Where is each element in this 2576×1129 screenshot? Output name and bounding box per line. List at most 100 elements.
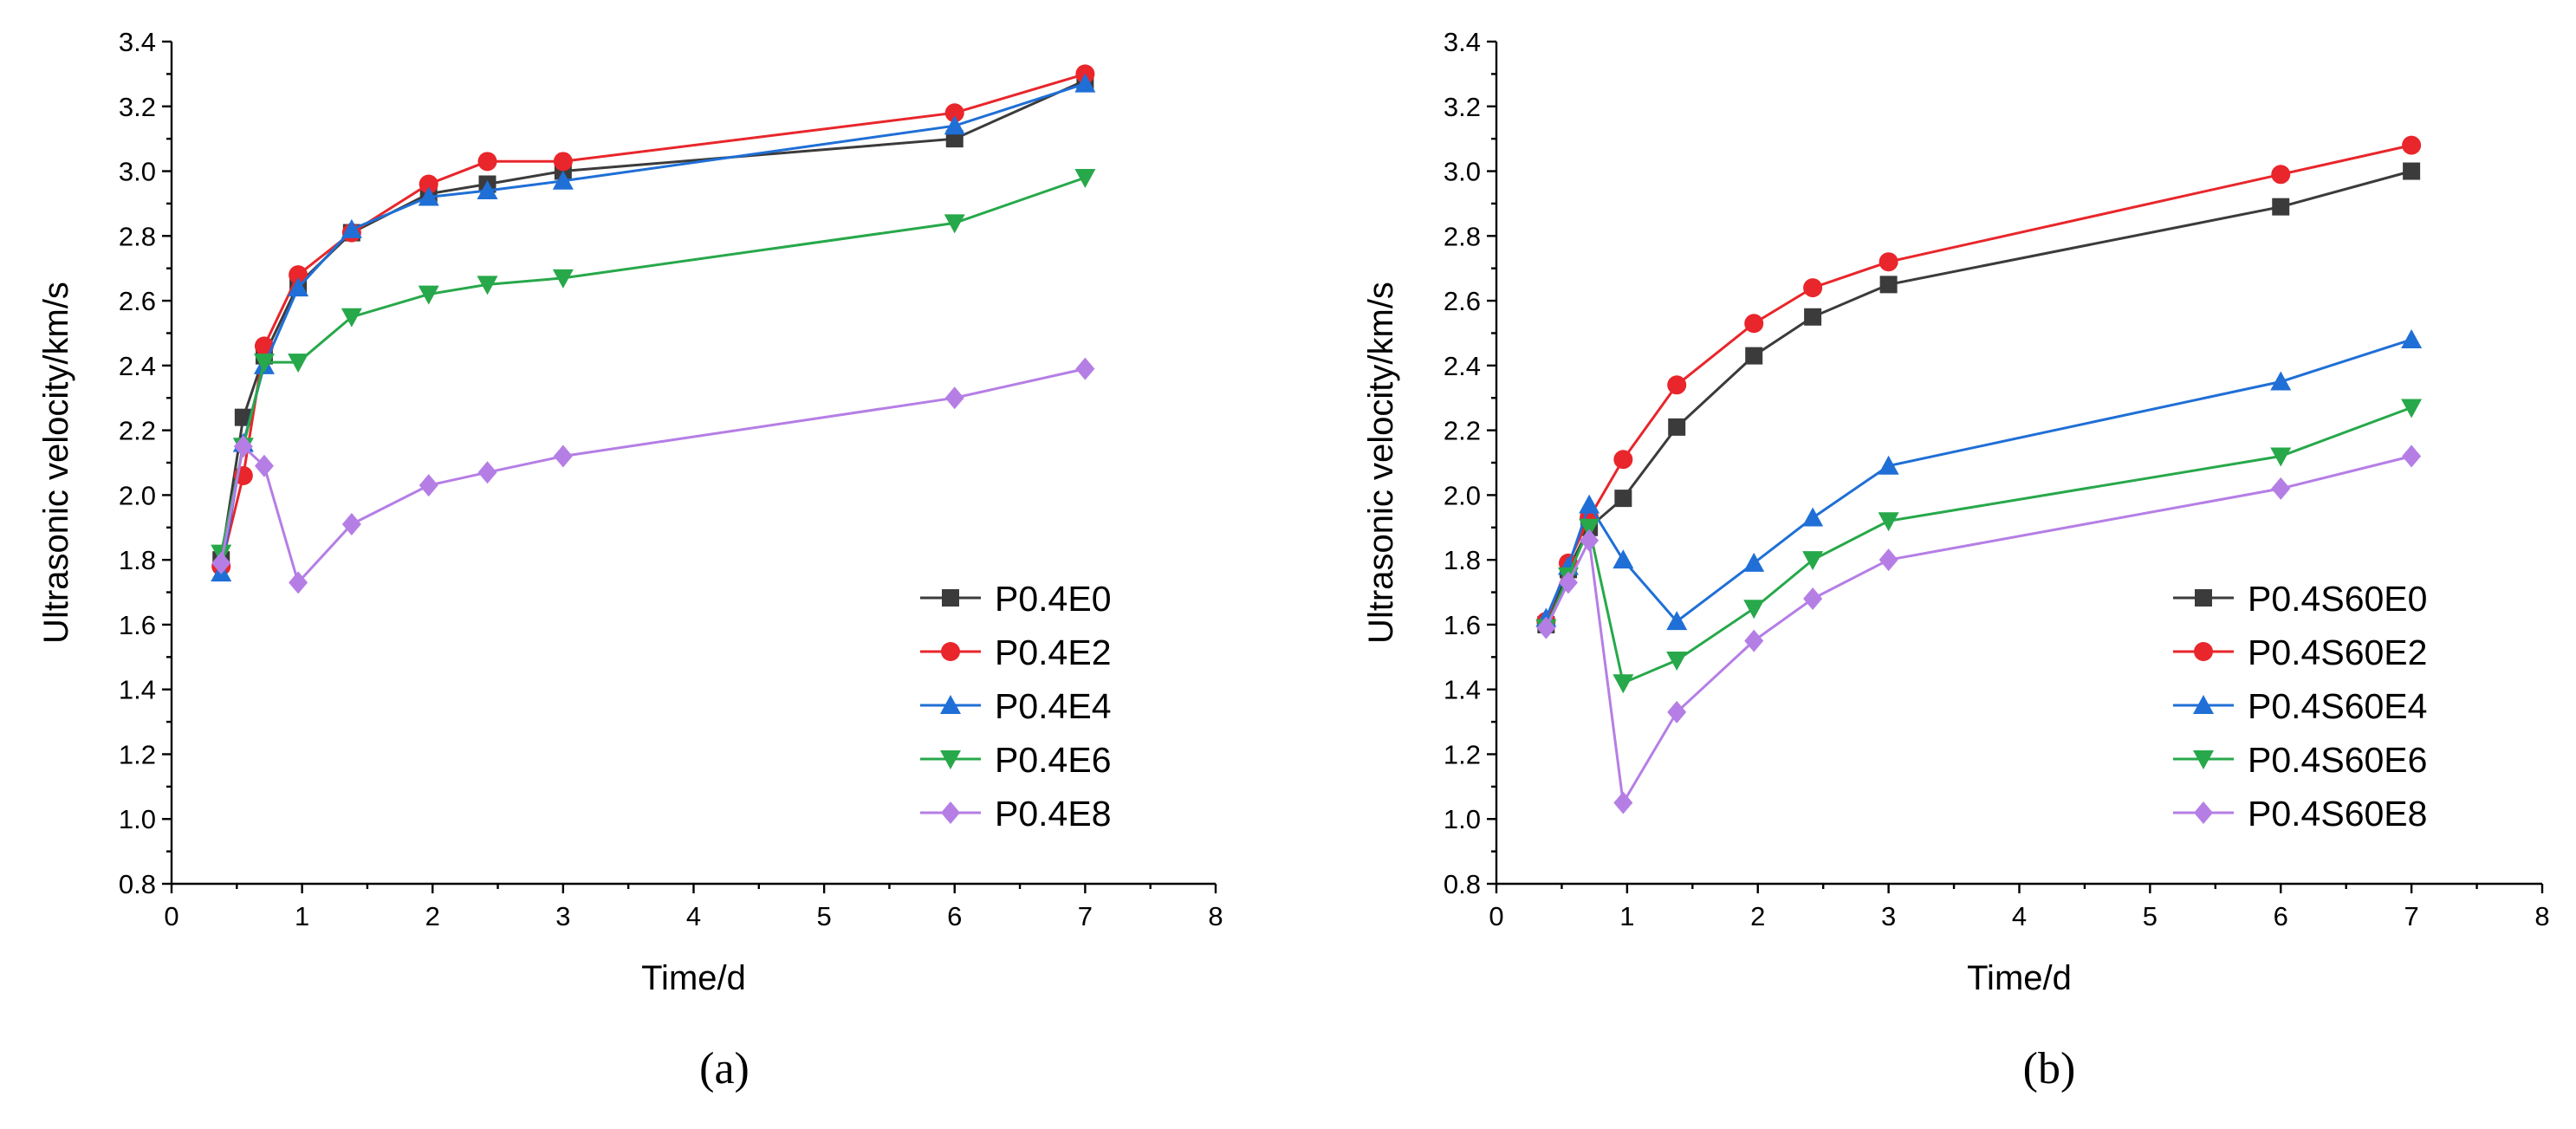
legend-label: P0.4S60E2 — [2248, 633, 2427, 672]
data-point — [289, 571, 308, 594]
y-tick-label: 2.8 — [1444, 221, 1481, 251]
data-point — [944, 115, 965, 135]
data-point — [2272, 198, 2290, 216]
y-tick-label: 2.4 — [1444, 351, 1481, 381]
data-point — [1804, 308, 1822, 326]
x-axis-title: Time/d — [1967, 959, 2072, 997]
legend-label: P0.4S60E0 — [2248, 579, 2427, 619]
legend-item: P0.4S60E6 — [2173, 740, 2427, 780]
legend-marker — [2194, 642, 2213, 661]
data-point — [1879, 276, 1898, 294]
data-point — [944, 103, 964, 123]
legend-label: P0.4E8 — [995, 794, 1112, 834]
y-tick-label: 1.6 — [119, 610, 156, 640]
data-point — [552, 170, 574, 190]
legend-item: P0.4S60E8 — [2173, 794, 2427, 834]
legend-label: P0.4E6 — [995, 740, 1112, 780]
data-point — [1075, 357, 1095, 380]
data-point — [1744, 629, 1764, 652]
data-point — [477, 152, 497, 172]
data-point — [1579, 494, 1600, 514]
legend-marker — [2195, 589, 2212, 607]
y-tick-label: 2.0 — [1444, 480, 1481, 510]
legend-marker — [940, 750, 961, 769]
data-point — [1802, 507, 1824, 527]
y-tick-label: 1.8 — [1444, 545, 1481, 575]
data-point — [1803, 587, 1823, 611]
data-point — [341, 308, 362, 328]
y-tick-label: 1.8 — [119, 545, 156, 575]
data-point — [1878, 252, 1898, 272]
y-tick-label: 1.2 — [1444, 739, 1481, 769]
series-line — [1544, 338, 2412, 624]
data-point — [1613, 450, 1633, 470]
data-point — [944, 214, 965, 234]
y-tick-label: 1.0 — [1444, 804, 1481, 834]
legend-marker — [2193, 695, 2214, 714]
data-point — [1614, 490, 1632, 508]
y-tick-label: 2.6 — [119, 286, 156, 316]
data-point — [477, 461, 497, 484]
data-point — [2270, 447, 2292, 467]
data-point — [477, 179, 498, 199]
y-tick-label: 2.2 — [1444, 416, 1481, 446]
data-point — [211, 551, 231, 574]
data-point — [1612, 674, 1634, 694]
data-point — [1878, 455, 1899, 475]
data-point — [1743, 552, 1765, 572]
data-point — [253, 354, 275, 373]
data-point — [418, 186, 439, 206]
data-point — [1878, 512, 1899, 532]
legend-marker — [2194, 801, 2213, 824]
legend-item: P0.4E4 — [920, 686, 1112, 726]
series-line — [1544, 406, 2412, 685]
x-tick-label: 2 — [425, 901, 440, 931]
data-point — [1612, 549, 1634, 569]
data-point — [2402, 135, 2422, 155]
x-tick-label: 5 — [817, 901, 832, 931]
x-tick-label: 8 — [1208, 901, 1223, 931]
data-point — [2403, 162, 2421, 180]
x-tick-label: 3 — [1881, 901, 1896, 931]
chart-panel-b: 0.8 1.0 1.2 1.4 1.6 1.8 2.0 2.2 2.4 2.6 2.8 3.0 3.2 3… — [1362, 27, 2550, 1093]
x-axis-title: Time/d — [641, 959, 746, 997]
legend-item: P0.4S60E0 — [2173, 579, 2427, 619]
panel-caption: (b) — [2023, 1044, 2076, 1093]
x-tick-label: 6 — [947, 901, 962, 931]
y-tick-label: 3.0 — [119, 157, 156, 187]
x-tick-label: 7 — [2404, 901, 2419, 931]
data-point — [341, 218, 362, 238]
data-point — [233, 435, 253, 458]
data-point — [254, 336, 274, 356]
data-point — [1743, 600, 1765, 620]
legend-item: P0.4S60E4 — [2173, 686, 2427, 726]
y-tick-label: 1.4 — [1444, 675, 1481, 705]
legend: P0.4S60E0 P0.4S60E2 P0.4S60E4 P0.4S60E6 P0.4… — [2173, 579, 2427, 834]
y-tick-label: 1.4 — [119, 675, 156, 705]
series-line — [1544, 170, 2412, 626]
y-tick-label: 3.4 — [1444, 27, 1481, 57]
data-point — [1878, 548, 1898, 572]
legend-label: P0.4S60E4 — [2248, 686, 2427, 726]
legend-label: P0.4S60E8 — [2248, 794, 2427, 834]
series-P0.4S60E6 — [1535, 399, 2423, 694]
legend-item: P0.4S60E2 — [2173, 633, 2427, 672]
chart-panel-a: 0.8 1.0 1.2 1.4 1.6 1.8 2.0 2.2 2.4 2.6 2.8 3.0 3.2 3… — [37, 27, 1223, 1093]
y-tick-label: 2.6 — [1444, 286, 1481, 316]
y-tick-label: 2.2 — [119, 416, 156, 446]
y-tick-label: 0.8 — [119, 869, 156, 899]
data-point — [552, 269, 574, 289]
series-line — [219, 82, 1086, 574]
legend-label: P0.4E0 — [995, 579, 1112, 619]
x-tick-label: 4 — [2012, 901, 2027, 931]
data-point — [419, 474, 438, 497]
legend-item: P0.4E8 — [920, 794, 1112, 834]
x-tick-label: 2 — [1750, 901, 1765, 931]
y-axis-title: Ultrasonic velocity/km/s — [1362, 282, 1400, 644]
data-point — [1744, 314, 1764, 334]
y-tick-label: 3.0 — [1444, 157, 1481, 187]
data-point — [553, 444, 573, 468]
data-point — [944, 386, 964, 410]
panel-caption: (a) — [699, 1044, 749, 1093]
data-point — [1074, 73, 1096, 93]
